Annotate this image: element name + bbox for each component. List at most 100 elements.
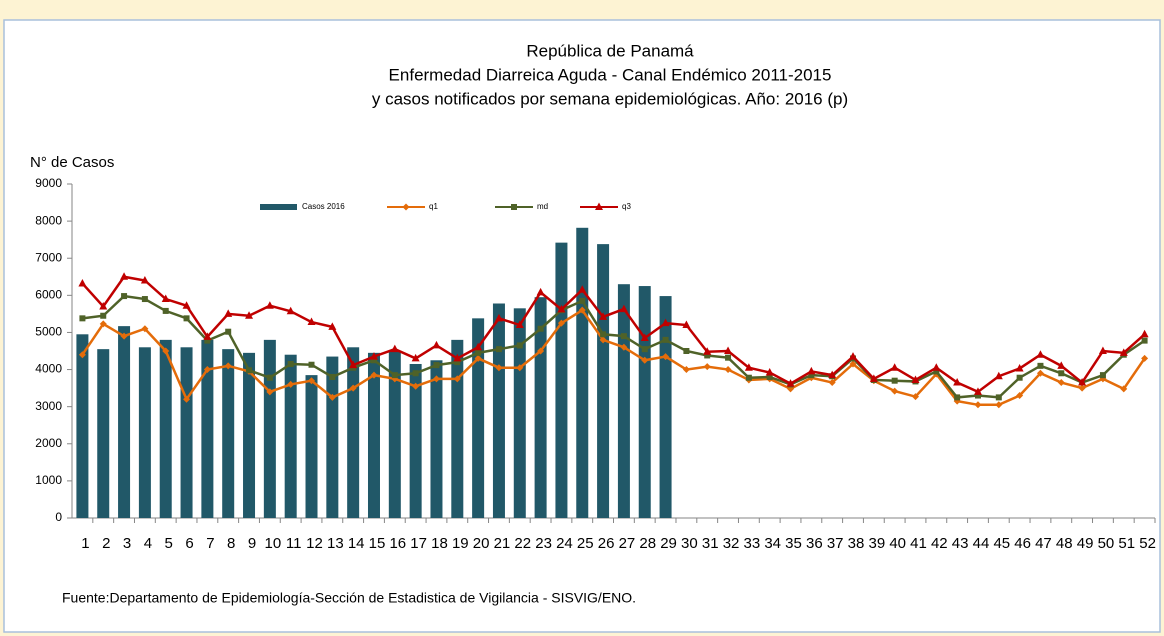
bar xyxy=(97,349,110,518)
line-marker xyxy=(973,387,982,395)
line-marker xyxy=(162,307,169,314)
legend-label: q3 xyxy=(622,202,631,211)
line-marker xyxy=(807,366,816,375)
chart-subtitle: Enfermedad Diarreica Aguda - Canal Endém… xyxy=(389,65,832,84)
x-tick-label: 25 xyxy=(577,535,594,552)
line-marker xyxy=(245,311,254,319)
line-marker xyxy=(954,394,961,401)
x-tick-label: 46 xyxy=(1014,535,1031,552)
y-tick-label: 0 xyxy=(55,510,62,524)
x-tick-label: 42 xyxy=(931,535,948,552)
line-marker xyxy=(475,349,482,356)
x-tick-label: 17 xyxy=(410,535,427,552)
bar xyxy=(576,227,589,518)
line-marker xyxy=(620,333,627,340)
bar xyxy=(659,296,672,518)
line-marker xyxy=(599,336,607,344)
line-marker xyxy=(308,377,316,385)
x-tick-label: 2 xyxy=(102,535,110,552)
line-marker xyxy=(953,378,962,386)
line-marker xyxy=(78,351,86,359)
line-marker xyxy=(495,364,503,372)
line-marker xyxy=(515,320,524,329)
bar xyxy=(472,318,485,518)
bar xyxy=(263,339,276,518)
line-marker xyxy=(266,388,274,396)
line-marker xyxy=(537,325,544,332)
line-marker xyxy=(100,312,107,319)
line-marker xyxy=(703,347,712,355)
line-marker xyxy=(141,296,148,303)
line-marker xyxy=(828,370,837,379)
x-tick-label: 1 xyxy=(81,535,89,552)
bar xyxy=(638,286,651,518)
line-marker xyxy=(1057,379,1065,387)
line-marker xyxy=(578,285,587,293)
line-marker xyxy=(454,359,461,366)
y-axis-label: N° de Casos xyxy=(30,154,114,171)
x-tick-label: 36 xyxy=(806,535,823,552)
line-marker xyxy=(869,374,878,382)
series-line xyxy=(81,275,1146,394)
line-marker xyxy=(162,347,170,355)
bar xyxy=(409,363,422,518)
y-tick-label: 2000 xyxy=(35,436,62,450)
line-marker xyxy=(99,320,107,328)
x-tick-label: 49 xyxy=(1077,535,1094,552)
line-marker xyxy=(828,379,836,387)
line-marker xyxy=(682,366,690,374)
line-marker xyxy=(1078,378,1087,386)
x-tick-label: 39 xyxy=(868,535,885,552)
x-tick-label: 38 xyxy=(848,535,865,552)
line-marker xyxy=(1078,384,1086,392)
line-marker xyxy=(1036,369,1044,377)
line-marker xyxy=(1141,354,1149,362)
line-marker xyxy=(682,320,691,329)
bar xyxy=(430,360,443,518)
x-tick-label: 13 xyxy=(327,535,344,552)
line-marker xyxy=(911,393,919,401)
line-marker xyxy=(641,356,649,364)
line-marker xyxy=(120,332,128,340)
x-tick-label: 32 xyxy=(723,535,740,552)
line-marker xyxy=(349,360,358,369)
x-tick-label: 11 xyxy=(286,535,302,552)
line-marker xyxy=(537,347,545,355)
bar xyxy=(243,352,256,518)
line-marker xyxy=(432,375,440,383)
line-marker xyxy=(662,336,669,343)
bar xyxy=(180,347,193,518)
legend-label: md xyxy=(537,202,548,211)
x-tick-label: 18 xyxy=(431,535,448,552)
line-marker xyxy=(224,362,232,370)
x-tick-label: 22 xyxy=(514,535,531,552)
source-note: Fuente:Departamento de Epidemiología-Sec… xyxy=(62,590,636,606)
x-tick-label: 45 xyxy=(993,535,1010,552)
y-tick-label: 9000 xyxy=(35,176,62,190)
line-marker xyxy=(1140,329,1149,338)
line-marker xyxy=(412,370,419,377)
bar xyxy=(222,349,235,518)
line-marker xyxy=(849,352,858,360)
line-marker xyxy=(203,366,211,374)
line-marker xyxy=(974,401,982,409)
line-marker xyxy=(1099,372,1106,379)
x-tick-label: 6 xyxy=(185,535,193,552)
line-marker xyxy=(453,375,461,383)
legend-label: Casos 2016 xyxy=(302,202,345,211)
line-marker xyxy=(703,363,711,371)
line-marker xyxy=(578,306,586,314)
line-marker xyxy=(786,379,795,387)
line-marker xyxy=(495,346,502,353)
y-tick-label: 6000 xyxy=(35,288,62,302)
x-tick-label: 48 xyxy=(1056,535,1073,552)
legend-swatch xyxy=(260,204,297,210)
line-marker xyxy=(1037,362,1044,369)
line-marker xyxy=(1057,361,1066,369)
line-marker xyxy=(246,367,253,374)
x-tick-label: 40 xyxy=(889,535,906,552)
line-marker xyxy=(329,373,336,380)
y-tick-label: 7000 xyxy=(35,250,62,264)
line-marker xyxy=(204,337,211,344)
